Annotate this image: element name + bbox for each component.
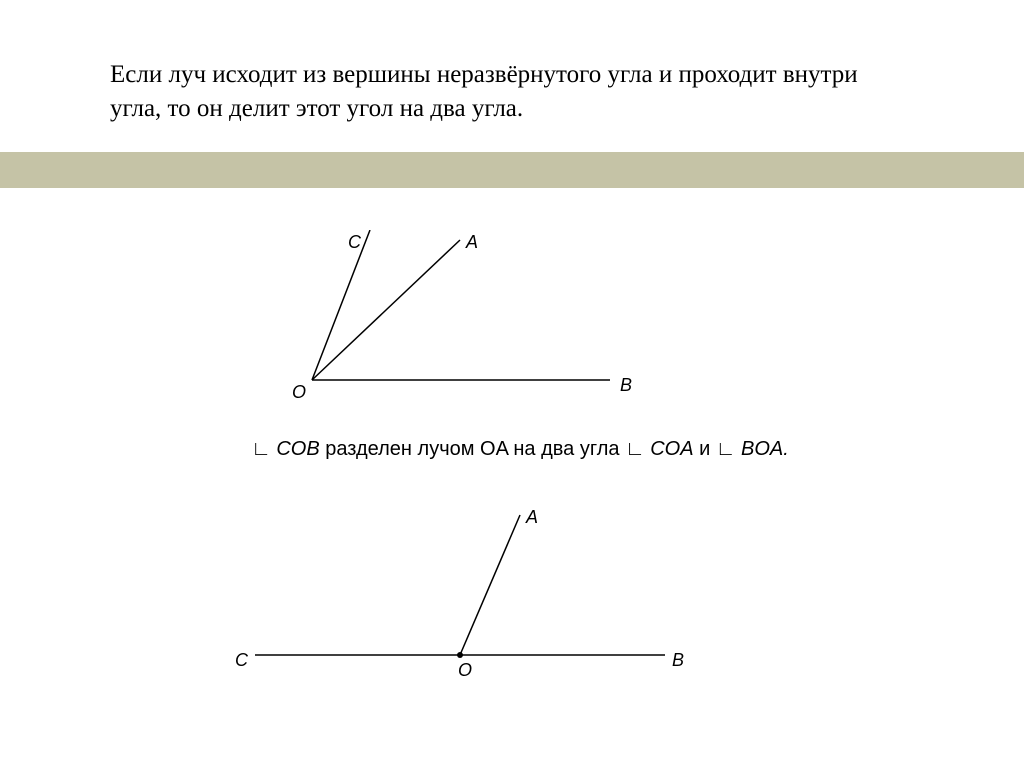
ray-OA2 — [460, 515, 520, 655]
diagram-angle-bisector: O B A C — [260, 230, 680, 410]
label-O1: O — [292, 382, 306, 403]
main-theorem-text: Если луч исходит из вершины неразвёрнуто… — [110, 58, 910, 126]
decor-band — [0, 152, 1024, 188]
diagram1-svg — [260, 230, 680, 410]
label-C1: C — [348, 232, 361, 253]
diagram-straight-angle: O B C A — [210, 505, 710, 685]
label-A2: A — [526, 507, 538, 528]
ray-OC — [312, 230, 370, 380]
diagram2-svg — [210, 505, 710, 685]
label-B2: B — [672, 650, 684, 671]
label-O2: O — [458, 660, 472, 681]
label-B1: B — [620, 375, 632, 396]
diagram-caption: ∟ COB разделен лучом OA на два угла ∟ CO… — [150, 438, 890, 461]
label-A1: A — [466, 232, 478, 253]
ray-OA — [312, 240, 460, 380]
vertex-dot — [457, 652, 463, 658]
label-C2: C — [235, 650, 248, 671]
